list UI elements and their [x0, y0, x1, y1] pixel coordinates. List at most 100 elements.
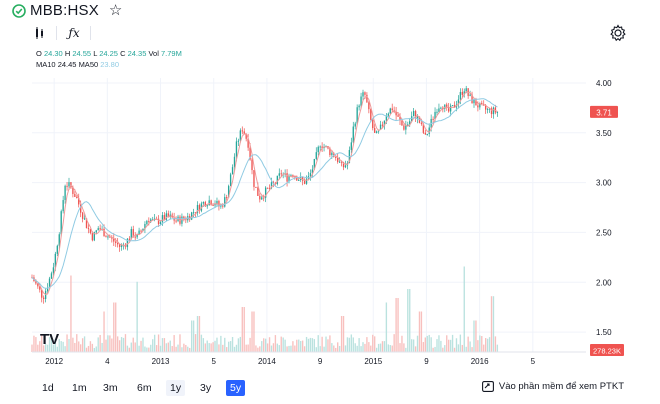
- candle-body: [463, 91, 465, 95]
- candle-body: [465, 88, 467, 92]
- candle-body: [416, 116, 419, 119]
- volume-bar: [109, 335, 111, 352]
- candle-body: [370, 109, 372, 120]
- volume-bar: [486, 338, 489, 352]
- candle-body: [194, 212, 197, 214]
- candle-body: [381, 124, 384, 126]
- volume-bar: [300, 340, 302, 352]
- ohlc-legend: O 24.30 H 24.55 L 24.25 C 24.35 Vol 7.79…: [36, 48, 182, 70]
- candle-body: [41, 289, 43, 298]
- volume-bar: [270, 345, 273, 352]
- toolbar-divider: [56, 26, 57, 40]
- candle-body: [438, 108, 440, 112]
- fx-icon[interactable]: ƒx: [68, 26, 80, 40]
- candle-body: [440, 107, 442, 109]
- candle-body: [251, 159, 253, 171]
- volume-bar: [235, 344, 238, 352]
- candle-body: [214, 204, 216, 206]
- volume-bar: [91, 343, 94, 352]
- price-chart[interactable]: 4.00 3.50 3.00 2.50 2.00 1.50 2012 4 2013 5 2014 9…: [0, 0, 660, 376]
- volume-bar: [483, 344, 485, 352]
- volume-bar: [231, 336, 234, 352]
- volume-bar: [179, 334, 181, 352]
- candle-body: [165, 213, 168, 220]
- range-button-3y[interactable]: 3y: [200, 382, 212, 394]
- volume-bar: [325, 336, 327, 352]
- candle-body: [337, 157, 339, 162]
- candle-body: [301, 177, 304, 181]
- range-button-5y[interactable]: 5y: [226, 380, 246, 396]
- volume-bar: [50, 335, 53, 352]
- range-button-1m[interactable]: 1m: [72, 382, 87, 394]
- candle-body: [391, 108, 393, 111]
- volume-bar: [37, 344, 39, 352]
- volume-bar: [122, 337, 125, 352]
- candle-body: [352, 126, 354, 143]
- volume-bar: [278, 345, 280, 352]
- volume-bar: [303, 346, 306, 352]
- range-button-1d[interactable]: 1d: [42, 382, 54, 394]
- candle-body: [58, 234, 60, 246]
- volume-bar: [226, 347, 228, 352]
- gear-icon[interactable]: [608, 23, 628, 43]
- ma10-line: [31, 90, 498, 295]
- candle-body: [280, 173, 282, 175]
- candle-body: [422, 123, 425, 133]
- candle-body: [350, 142, 353, 150]
- volume-bar: [272, 343, 275, 352]
- volume-bar: [212, 342, 214, 352]
- last-volume-label: 278.23K: [593, 347, 621, 356]
- volume-bar: [438, 335, 440, 352]
- candle-body: [52, 267, 55, 274]
- candle-body: [245, 133, 247, 139]
- volume-bar: [167, 342, 169, 352]
- ticker-symbol: MBB:HSX: [30, 2, 99, 19]
- x-tick-label: 5: [531, 357, 536, 366]
- volume-bar: [87, 345, 90, 352]
- volume-bar: [315, 347, 317, 352]
- candle-body: [39, 286, 41, 290]
- volume-bar: [319, 346, 321, 352]
- volume-bar: [397, 298, 399, 352]
- candlestick-icon[interactable]: [30, 24, 50, 42]
- volume-bar: [227, 341, 230, 352]
- volume-bar: [159, 345, 162, 352]
- candle-body: [241, 130, 243, 132]
- ma-row: MA10 24.45 MA50 23.80: [36, 59, 182, 70]
- tradingview-watermark: TV: [40, 331, 59, 348]
- candle-body: [486, 108, 489, 110]
- volume-bar: [169, 340, 171, 352]
- candle-body: [85, 218, 88, 229]
- volume-bar: [89, 341, 92, 352]
- x-tick-label: 2014: [258, 357, 276, 366]
- candle-body: [259, 195, 261, 200]
- volume-bar: [412, 339, 415, 352]
- candle-body: [118, 244, 121, 248]
- volume-bar: [350, 334, 353, 352]
- candle-body: [227, 186, 230, 198]
- candle-body: [257, 187, 259, 196]
- volume-bar: [74, 342, 76, 352]
- volume-bar: [56, 346, 58, 352]
- candle-body: [272, 182, 275, 184]
- star-icon[interactable]: ☆: [108, 2, 123, 19]
- volume-bar: [103, 311, 105, 352]
- low-label: L: [93, 49, 98, 58]
- chart-grid: [32, 78, 586, 352]
- range-button-1y[interactable]: 1y: [166, 380, 186, 396]
- volume-bar: [101, 342, 103, 352]
- advanced-chart-link[interactable]: Vào phần mềm để xem PTKT: [481, 381, 624, 392]
- volume-bar: [323, 346, 325, 352]
- candle-body: [385, 115, 388, 121]
- candle-body: [446, 104, 448, 108]
- range-button-3m[interactable]: 3m: [103, 382, 118, 394]
- candle-body: [204, 202, 206, 207]
- range-button-6m[interactable]: 6m: [137, 382, 152, 394]
- volume-bar: [479, 335, 481, 352]
- volume-bar: [146, 347, 148, 352]
- volume-bar: [83, 336, 86, 352]
- candle-body: [68, 182, 70, 187]
- candle-body: [401, 120, 403, 126]
- low-value: 24.25: [99, 49, 118, 58]
- volume-bar: [422, 342, 425, 352]
